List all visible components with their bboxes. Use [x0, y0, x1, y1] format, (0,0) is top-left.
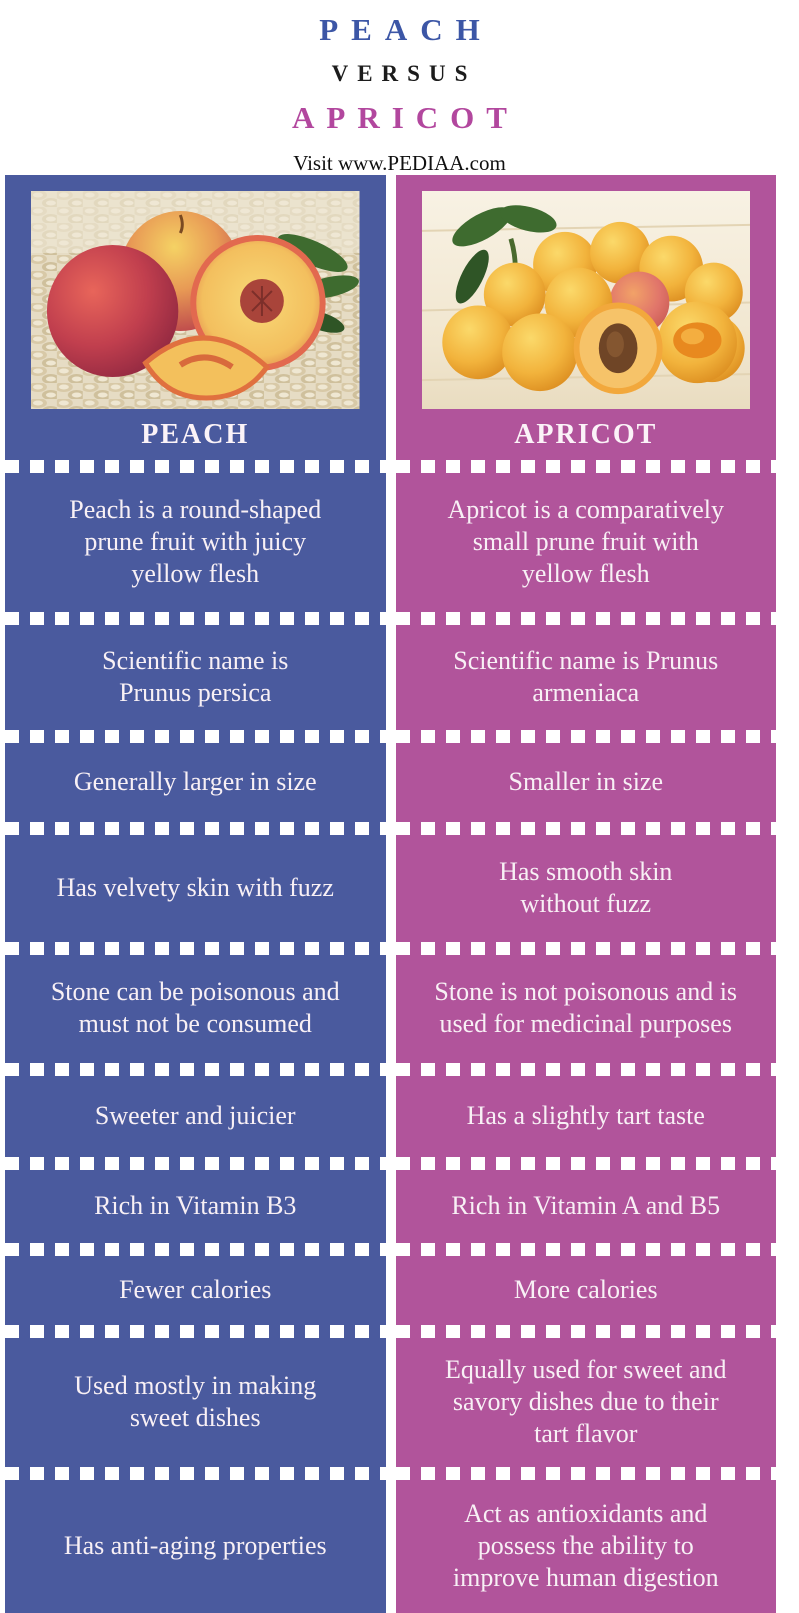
title-apricot: APRICOT: [292, 100, 519, 135]
apricot-cell-size: Smaller in size: [395, 730, 777, 822]
apricot-cell-scientific: Scientific name is Prunus armeniaca: [395, 612, 777, 730]
peach-cell-vitamins: Rich in Vitamin B3: [5, 1157, 386, 1243]
apricot-cell-description: Apricot is a comparatively small prune f…: [395, 460, 777, 612]
apricot-cell-skin: Has smooth skin without fuzz: [395, 822, 777, 942]
apricot-cell-benefits: Act as antioxidants and possess the abil…: [395, 1467, 777, 1613]
peach-cell-stone: Stone can be poisonous and must not be c…: [5, 942, 386, 1063]
peach-cell-benefits: Has anti-aging properties: [5, 1467, 386, 1613]
peach-column-title: PEACH: [141, 418, 250, 450]
site-tagline: Visit www.PEDIAA.com: [293, 151, 506, 175]
peach-cell-usage: Used mostly in making sweet dishes: [5, 1325, 386, 1467]
apricot-column-title: APRICOT: [514, 418, 658, 450]
peach-photo-illustration: [31, 191, 360, 409]
peach-cell-size: Generally larger in size: [5, 730, 386, 822]
apricot-column: APRICOT Apricot is a comparatively small…: [395, 175, 777, 1613]
peach-cell-skin: Has velvety skin with fuzz: [5, 822, 386, 942]
apricot-photo-illustration: [421, 191, 750, 409]
peach-photo: [31, 191, 360, 409]
peach-cell-taste: Sweeter and juicier: [5, 1063, 386, 1157]
apricot-photo: [421, 191, 750, 409]
peach-column: PEACH Peach is a round-shaped prune frui…: [5, 175, 386, 1613]
apricot-cell-taste: Has a slightly tart taste: [395, 1063, 777, 1157]
peach-cell-calories: Fewer calories: [5, 1243, 386, 1325]
peach-cell-scientific: Scientific name is Prunus persica: [5, 612, 386, 730]
title-versus: VERSUS: [331, 61, 477, 86]
comparison-table: PEACH Peach is a round-shaped prune frui…: [0, 175, 799, 1613]
apricot-cell-stone: Stone is not poisonous and is used for m…: [395, 942, 777, 1063]
apricot-cell-vitamins: Rich in Vitamin A and B5: [395, 1157, 777, 1243]
header: PEACH VERSUS APRICOT Visit www.PEDIAA.co…: [0, 0, 799, 175]
apricot-cell-calories: More calories: [395, 1243, 777, 1325]
apricot-cell-usage: Equally used for sweet and savory dishes…: [395, 1325, 777, 1467]
title-peach: PEACH: [319, 12, 493, 47]
peach-cell-description: Peach is a round-shaped prune fruit with…: [5, 460, 386, 612]
